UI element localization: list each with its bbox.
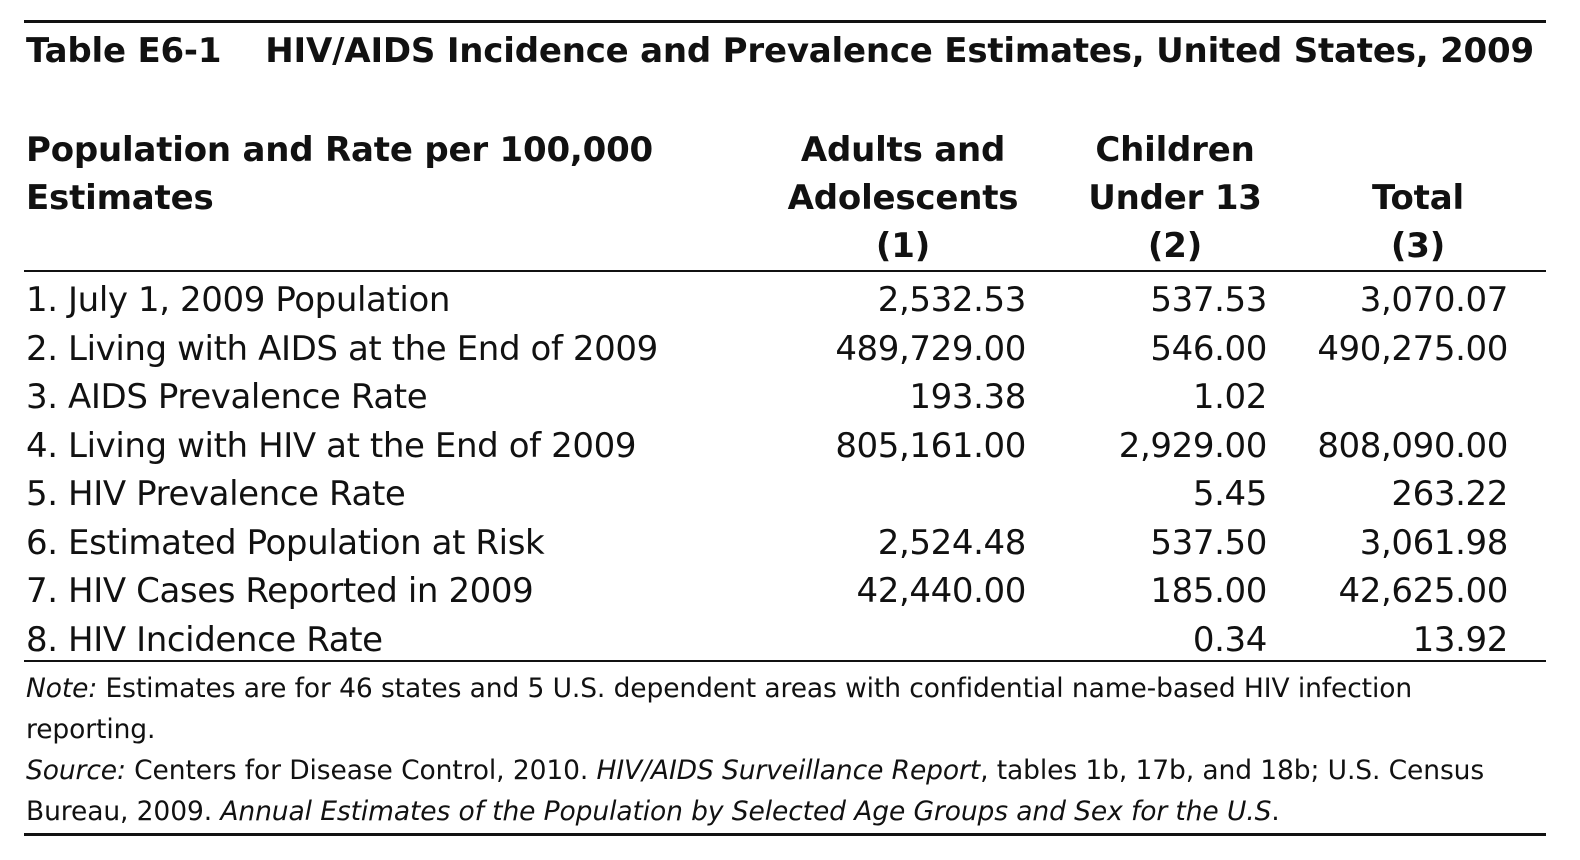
table-notes: Note: Estimates are for 46 states and 5 …: [26, 668, 1536, 832]
table-row: 1. July 1, 2009 Population 2,532.53 537.…: [26, 276, 1526, 325]
source-title: Annual Estimates of the Population by Se…: [220, 796, 1272, 827]
row-label: 2. Living with AIDS at the End of 2009: [26, 328, 658, 369]
cell-total: 490,275.00: [1317, 328, 1508, 369]
column-header-total: Total (3): [1330, 174, 1506, 270]
note-text: Estimates are for 46 states and 5 U.S. d…: [26, 673, 1413, 745]
cell-children: 5.45: [1192, 474, 1268, 514]
row-label: 4. Living with HIV at the End of 2009: [26, 425, 637, 466]
column-header-line: Children: [1095, 130, 1255, 170]
table-body: 1. July 1, 2009 Population 2,532.53 537.…: [26, 276, 1526, 664]
top-rule: [24, 20, 1546, 23]
cell-total: 808,090.00: [1317, 425, 1508, 466]
cell-total: 3,070.07: [1359, 280, 1509, 320]
table-number: Table E6-1: [26, 31, 222, 71]
cell-children: 0.34: [1192, 619, 1268, 660]
table-row: 5. HIV Prevalence Rate 5.45 263.22: [26, 470, 1526, 519]
table-row: 7. HIV Cases Reported in 2009 42,440.00 …: [26, 567, 1526, 616]
column-header-line: Total: [1372, 178, 1464, 218]
table-row: 4. Living with HIV at the End of 2009 80…: [26, 422, 1526, 471]
cell-total: 263.22: [1391, 474, 1508, 514]
row-label: 8. HIV Incidence Rate: [26, 619, 383, 660]
column-header-population: Population and Rate per 100,000 Estimate…: [26, 126, 653, 222]
source-text: , tables 1b, 17b, and 18b; U.S. Census B…: [26, 755, 1485, 827]
cell-adults: 2,524.48: [877, 522, 1027, 563]
column-header-line: Under 13: [1088, 178, 1262, 218]
table-row: 6. Estimated Population at Risk 2,524.48…: [26, 519, 1526, 568]
source-text: .: [1271, 796, 1280, 827]
row-label: 3. AIDS Prevalence Rate: [26, 377, 428, 417]
cell-total: 13.92: [1412, 619, 1509, 660]
cell-adults: 42,440.00: [856, 571, 1027, 611]
cell-children: 2,929.00: [1118, 425, 1268, 466]
header-rule: [24, 270, 1546, 272]
row-label: 6. Estimated Population at Risk: [26, 522, 545, 563]
table-row: 2. Living with AIDS at the End of 2009 4…: [26, 325, 1526, 374]
cell-children: 1.02: [1192, 377, 1268, 417]
row-label: 7. HIV Cases Reported in 2009: [26, 571, 534, 611]
cell-total: 42,625.00: [1338, 571, 1509, 611]
column-header-line: (1): [875, 226, 931, 266]
cell-children: 537.50: [1150, 522, 1267, 563]
column-header-line: (3): [1390, 226, 1446, 266]
table-title: Table E6-1 HIV/AIDS Incidence and Prevale…: [26, 31, 1534, 71]
column-header-adults: Adults and Adolescents (1): [780, 126, 1026, 270]
cell-adults: 805,161.00: [835, 425, 1026, 466]
table-title-text: HIV/AIDS Incidence and Prevalence Estima…: [265, 31, 1534, 71]
source-title: HIV/AIDS Surveillance Report: [596, 755, 981, 786]
cell-children: 185.00: [1150, 571, 1267, 611]
note-label: Note:: [26, 673, 98, 704]
row-label: 5. HIV Prevalence Rate: [26, 474, 406, 514]
source-text: Centers for Disease Control, 2010.: [125, 755, 597, 786]
note-paragraph: Note: Estimates are for 46 states and 5 …: [26, 668, 1536, 750]
row-label: 1. July 1, 2009 Population: [26, 280, 451, 320]
body-rule: [24, 660, 1546, 662]
table-row: 3. AIDS Prevalence Rate 193.38 1.02: [26, 373, 1526, 422]
source-label: Source:: [26, 755, 126, 786]
column-header-children: Children Under 13 (2): [1072, 126, 1278, 270]
cell-children: 546.00: [1150, 328, 1267, 369]
column-header-line: Population and Rate per 100,000: [26, 130, 653, 170]
cell-adults: 2,532.53: [877, 280, 1027, 320]
table-row: 8. HIV Incidence Rate 0.34 13.92: [26, 616, 1526, 665]
cell-adults: 489,729.00: [835, 328, 1026, 369]
column-header-line: Adolescents: [787, 178, 1019, 218]
cell-total: 3,061.98: [1359, 522, 1509, 563]
column-header-line: Adults and: [800, 130, 1006, 170]
cell-children: 537.53: [1150, 280, 1267, 320]
column-header-line: Estimates: [26, 178, 214, 218]
cell-adults: 193.38: [909, 377, 1026, 417]
source-paragraph: Source: Centers for Disease Control, 201…: [26, 750, 1536, 832]
column-header-line: (2): [1147, 226, 1203, 266]
bottom-rule: [24, 833, 1546, 836]
